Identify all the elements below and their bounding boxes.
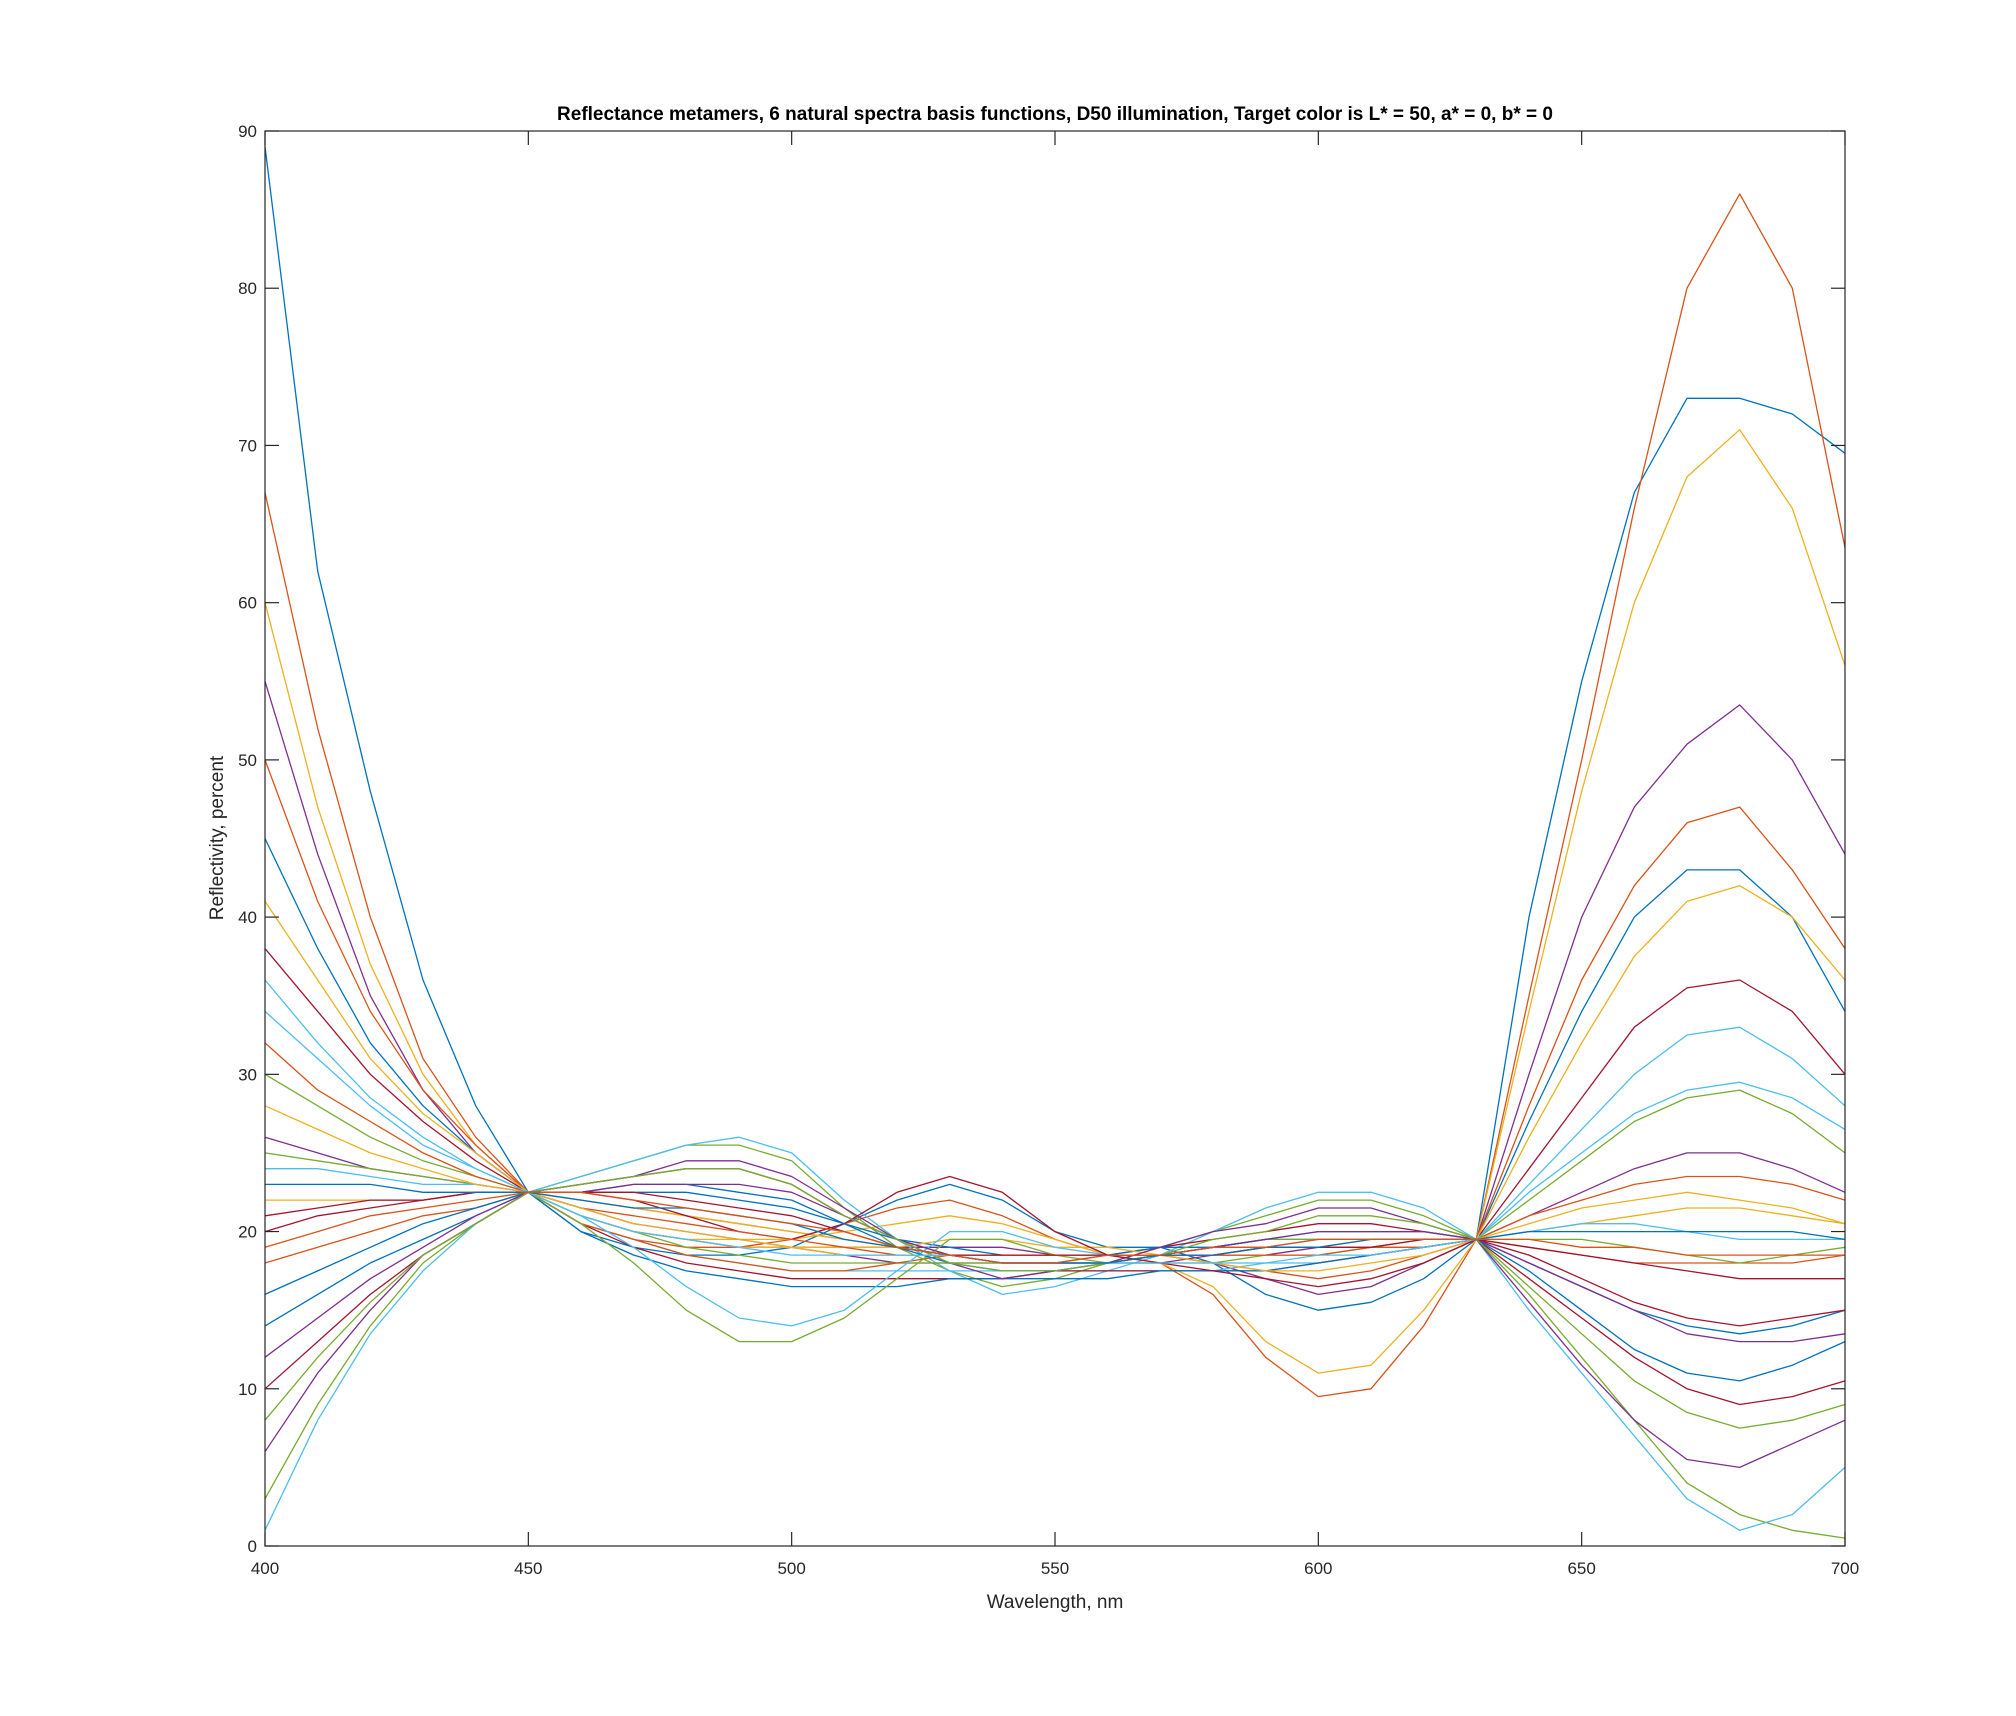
plot-area-background — [265, 131, 1845, 1546]
x-tick-label: 700 — [1831, 1559, 1859, 1578]
y-tick-label: 0 — [248, 1537, 257, 1556]
series-line-30 — [264, 1191, 1845, 1264]
x-tick-label: 650 — [1567, 1559, 1595, 1578]
y-tick-label: 50 — [238, 751, 257, 770]
y-tick-label: 90 — [238, 122, 257, 141]
data-series-group — [264, 146, 1846, 1539]
y-tick-label: 60 — [238, 594, 257, 613]
x-tick-label: 600 — [1304, 1559, 1332, 1578]
y-tick-label: 40 — [238, 908, 257, 927]
x-axis-title: Wavelength, nm — [987, 1592, 1124, 1613]
axis-ticks-group: 400 450 500 550 600 650 700 0 10 20 30 40 50 60 70 80 90 — [238, 122, 1859, 1578]
chart-title: Reflectance metamers, 6 natural spectra … — [557, 104, 1553, 125]
x-tick-label: 550 — [1041, 1559, 1069, 1578]
y-axis-title: Reflectivity, percent — [207, 755, 228, 920]
x-tick-label: 500 — [777, 1559, 805, 1578]
x-tick-label: 450 — [514, 1559, 542, 1578]
y-tick-label: 30 — [238, 1065, 257, 1084]
x-tick-label: 400 — [251, 1559, 279, 1578]
y-tick-label: 20 — [238, 1223, 257, 1242]
y-tick-label: 80 — [238, 279, 257, 298]
y-tick-label: 70 — [238, 436, 257, 455]
y-tick-label: 10 — [238, 1380, 257, 1399]
